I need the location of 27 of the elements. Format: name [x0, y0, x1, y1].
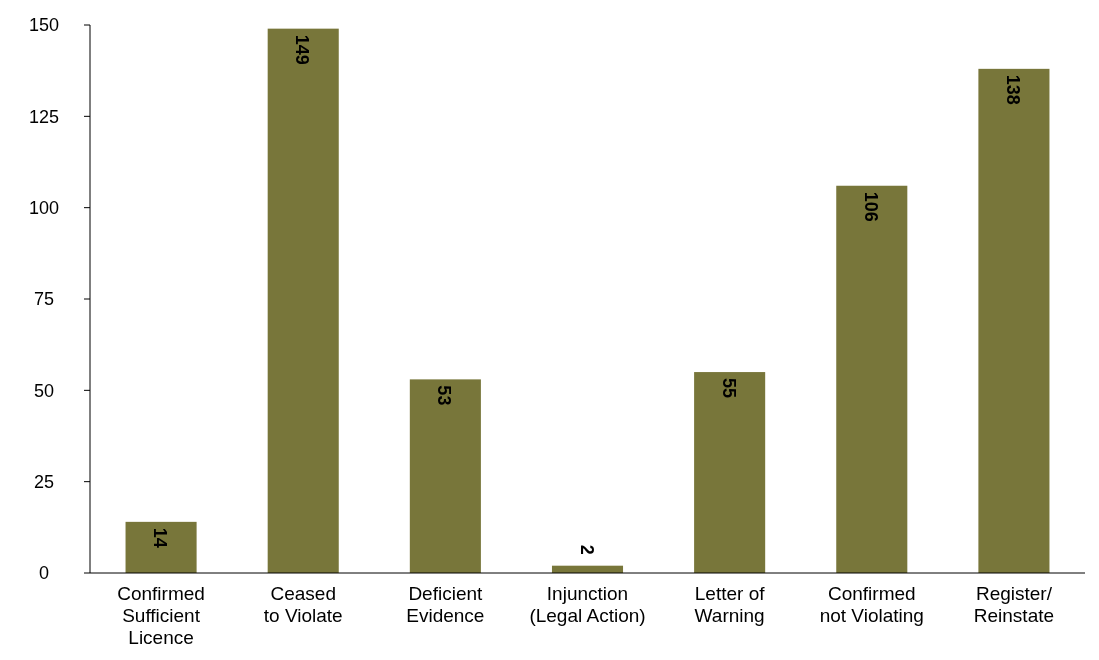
y-tick-label: 75	[33, 289, 55, 310]
x-tick-label: Deficient Evidence	[406, 583, 485, 626]
data-label: 55	[718, 378, 739, 399]
bar	[694, 372, 766, 573]
y-tick-label: 125	[28, 106, 60, 127]
x-tick-label: Confirmed Sufficient Licence	[117, 583, 205, 648]
x-tick-label: Register/ Reinstate	[973, 583, 1055, 626]
x-tick-label: Ceased to Violate	[263, 583, 343, 626]
y-tick-label: 50	[33, 380, 55, 401]
y-tick-label: 25	[33, 471, 55, 492]
y-tick-label: 0	[38, 563, 50, 584]
y-tick-label: 100	[28, 197, 60, 218]
bar	[125, 521, 197, 573]
data-label: 53	[434, 385, 455, 406]
data-label: 14	[150, 527, 171, 548]
x-tick-label: Letter of Warning	[694, 583, 766, 626]
data-label: 106	[860, 191, 881, 222]
bar	[267, 28, 339, 573]
data-label: 149	[292, 34, 313, 65]
bar	[836, 185, 908, 573]
x-tick-label: Injunction (Legal Action)	[529, 583, 646, 626]
bar	[978, 68, 1050, 573]
y-tick-label: 150	[28, 15, 60, 36]
data-label: 138	[1002, 74, 1023, 105]
data-label: 2	[576, 544, 597, 555]
x-tick-label: Confirmed not Violating	[819, 583, 924, 626]
bar	[409, 379, 481, 573]
